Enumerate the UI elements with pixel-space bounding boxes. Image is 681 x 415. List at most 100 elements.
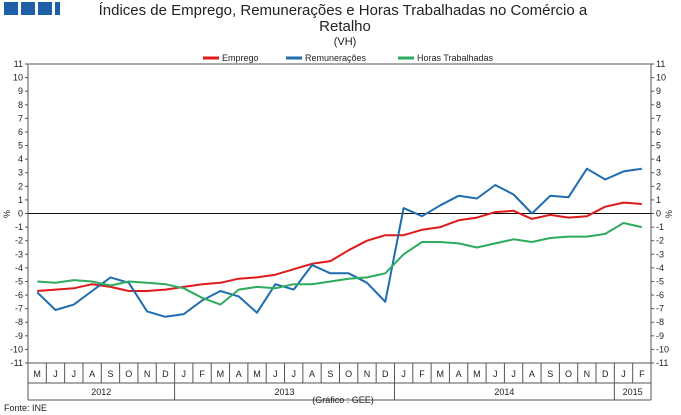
y-tick-label-right: 5	[656, 141, 661, 151]
y-tick-label-right: -8	[656, 317, 664, 327]
x-tick-label-month: A	[309, 369, 315, 379]
y-tick-label-right: -6	[656, 290, 664, 300]
y-tick-label-left: 1	[18, 195, 23, 205]
y-tick-label-left: -10	[10, 344, 23, 354]
y-tick-label-right: 2	[656, 181, 661, 191]
chart-title-line1: Índices de Emprego, Remunerações e Horas…	[99, 2, 588, 19]
x-tick-label-month: O	[125, 369, 132, 379]
y-tick-label-right: -11	[656, 358, 668, 368]
y-tick-label-left: 6	[18, 127, 23, 137]
chart-subtitle: (VH)	[334, 36, 357, 48]
y-tick-label-right: 9	[656, 86, 661, 96]
y-tick-label-left: -11	[11, 358, 23, 368]
credit-note: (Gráfico : GEE)	[312, 395, 374, 405]
x-tick-label-month: O	[565, 369, 572, 379]
y-tick-label-right: 0	[656, 209, 661, 219]
x-tick-label-month: O	[345, 369, 352, 379]
y-tick-label-right: 6	[656, 127, 661, 137]
y-tick-label-left: 0	[18, 209, 23, 219]
series-line-emprego	[37, 201, 642, 292]
y-tick-label-right: 4	[656, 154, 661, 164]
y-tick-label-right: 7	[656, 113, 661, 123]
x-tick-label-month: F	[199, 369, 205, 379]
x-tick-label-month: J	[401, 369, 406, 379]
x-tick-label-month: J	[182, 369, 187, 379]
x-tick-label-month: S	[107, 369, 113, 379]
x-tick-label-month: A	[89, 369, 95, 379]
y-tick-label-left: 4	[18, 154, 23, 164]
y-tick-label-left: 5	[18, 141, 23, 151]
x-tick-label-month: D	[382, 369, 389, 379]
chart-title: Índices de Emprego, Remunerações e Horas…	[99, 2, 592, 35]
x-tick-label-month: M	[473, 369, 481, 379]
y-tick-label-left: -2	[15, 236, 23, 246]
x-tick-label-month: S	[327, 369, 333, 379]
y-tick-label-left: -5	[15, 276, 23, 286]
x-tick-label-month: J	[621, 369, 626, 379]
x-tick-label-year: 2014	[494, 387, 514, 397]
chart-title-line2: Retalho	[319, 18, 371, 35]
series-line-remunera-es	[36, 167, 642, 318]
y-tick-label-left: -7	[15, 304, 23, 314]
y-axis-label-left: %	[2, 210, 12, 218]
x-tick-label-month: J	[511, 369, 516, 379]
y-tick-label-left: 10	[13, 73, 23, 83]
x-tick-label-month: J	[72, 369, 77, 379]
x-tick-label-month: J	[493, 369, 498, 379]
x-tick-label-month: M	[437, 369, 445, 379]
y-tick-label-left: -1	[15, 222, 23, 232]
x-tick-label-month: M	[253, 369, 261, 379]
y-axis-label-right: %	[664, 210, 674, 218]
y-tick-label-left: 7	[18, 113, 23, 123]
y-tick-label-left: -9	[15, 331, 23, 341]
legend-label: Emprego	[222, 53, 259, 63]
y-tick-label-left: -3	[15, 249, 23, 259]
y-tick-label-right: -1	[656, 222, 664, 232]
legend: Emprego Remunerações Horas Trabalhadas	[203, 53, 494, 63]
x-tick-label-month: A	[456, 369, 462, 379]
x-tick-label-year: 2012	[91, 387, 111, 397]
legend-label: Remunerações	[305, 53, 367, 63]
y-tick-label-left: -8	[15, 317, 23, 327]
y-tick-label-left: 8	[18, 100, 23, 110]
source-note: Fonte: INE	[4, 403, 47, 413]
y-tick-label-right: -4	[656, 263, 664, 273]
y-tick-label-left: 3	[18, 168, 23, 178]
x-tick-label-month: M	[217, 369, 225, 379]
x-tick-label-month: D	[162, 369, 169, 379]
logo-icon	[4, 2, 60, 15]
x-tick-label-year: 2015	[623, 387, 643, 397]
legend-label: Horas Trabalhadas	[417, 53, 494, 63]
y-tick-label-right: -7	[656, 304, 664, 314]
x-tick-label-month: F	[639, 369, 645, 379]
y-tick-label-right: 8	[656, 100, 661, 110]
y-tick-label-right: 10	[656, 73, 666, 83]
x-tick-label-year: 2013	[275, 387, 295, 397]
x-tick-label-month: D	[602, 369, 609, 379]
x-tick-label-month: J	[291, 369, 296, 379]
x-tick-label-month: F	[419, 369, 425, 379]
x-tick-label-month: S	[547, 369, 553, 379]
y-tick-label-left: 9	[18, 86, 23, 96]
y-tick-label-right: 1	[656, 195, 661, 205]
x-tick-label-month: J	[273, 369, 278, 379]
y-tick-label-left: -4	[15, 263, 23, 273]
y-tick-label-right: 11	[656, 59, 665, 69]
x-tick-label-month: N	[364, 369, 371, 379]
series-line-horas-trabalhadas	[37, 222, 643, 306]
y-tick-label-right: -5	[656, 276, 664, 286]
x-tick-label-month: N	[584, 369, 591, 379]
x-tick-label-month: A	[236, 369, 242, 379]
y-tick-label-right: -10	[656, 344, 669, 354]
x-tick-label-month: N	[144, 369, 151, 379]
y-tick-label-right: 3	[656, 168, 661, 178]
y-tick-label-right: -2	[656, 236, 664, 246]
y-tick-label-right: -9	[656, 331, 664, 341]
y-tick-label-left: 11	[14, 59, 23, 69]
x-tick-label-month: A	[529, 369, 535, 379]
x-tick-label-month: M	[33, 369, 41, 379]
y-tick-label-right: -3	[656, 249, 664, 259]
y-tick-label-left: 2	[18, 181, 23, 191]
x-tick-label-month: J	[53, 369, 58, 379]
